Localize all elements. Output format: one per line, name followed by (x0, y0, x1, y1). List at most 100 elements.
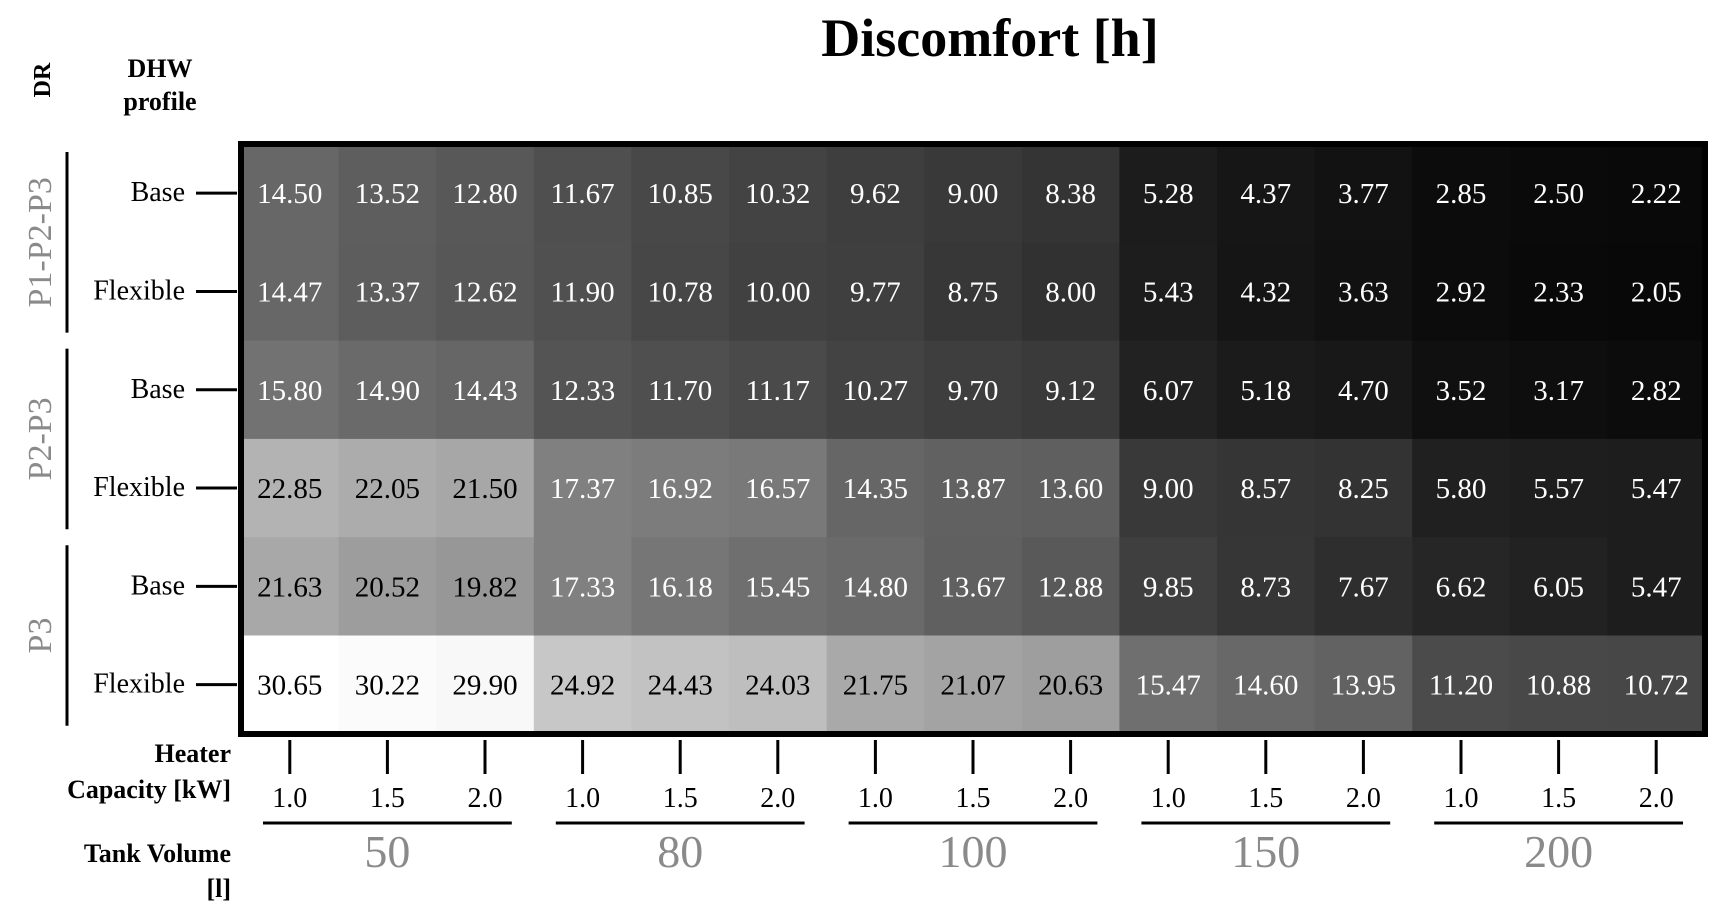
profile-label: Base (131, 570, 185, 601)
heatmap-cell (338, 537, 437, 637)
cell-value-label: 2.50 (1533, 178, 1584, 210)
heatmap-cell (338, 438, 437, 538)
cell-value-label: 11.67 (551, 178, 615, 210)
heatmap-cell (436, 438, 535, 538)
tank-volume-label: 150 (1231, 826, 1300, 877)
heatmap-cell (436, 242, 535, 342)
cell-value-label: 10.78 (648, 276, 713, 308)
heatmap-cell (1217, 438, 1316, 538)
capacity-tick-label: 1.5 (1541, 783, 1576, 814)
cell-value-label: 30.65 (257, 670, 322, 702)
heatmap-cell (436, 635, 535, 735)
heatmap-cell (729, 635, 828, 735)
tank-volume-label: 80 (657, 826, 703, 877)
heatmap-frame (238, 141, 1708, 737)
heatmap-cell (1119, 340, 1218, 440)
capacity-tick-label: 2.0 (1346, 783, 1381, 814)
heatmap-cell (436, 537, 535, 637)
cell-value-label: 13.37 (355, 276, 420, 308)
profile-label: Base (131, 177, 185, 208)
heatmap-cell (533, 438, 632, 538)
heatmap-cell (1119, 144, 1218, 243)
cell-value-label: 9.70 (948, 375, 999, 407)
cell-value-label: 20.52 (355, 571, 420, 603)
heatmap-cell (1509, 438, 1608, 538)
cell-value-label: 5.28 (1143, 178, 1194, 210)
cell-value-label: 7.67 (1338, 571, 1389, 603)
heatmap-cell (1607, 144, 1706, 243)
cell-value-label: 2.33 (1533, 276, 1584, 308)
cell-value-label: 10.72 (1624, 670, 1689, 702)
capacity-header: Heater Capacity [kW] (67, 739, 231, 804)
cell-value-label: 21.75 (843, 670, 908, 702)
heatmap-cell (1412, 144, 1511, 243)
dr-group-label: P3 (22, 618, 59, 654)
heatmap-cell (1314, 340, 1413, 440)
capacity-tick-label: 2.0 (760, 783, 795, 814)
heatmap-cell (241, 537, 340, 637)
heatmap-cell (1509, 635, 1608, 735)
heatmap-cell (826, 144, 925, 243)
profile-header-line: profile (123, 87, 196, 116)
heatmap-cell (826, 340, 925, 440)
capacity-tick-label: 1.5 (663, 783, 698, 814)
cell-value-label: 8.00 (1045, 276, 1096, 308)
heatmap-cell (1607, 340, 1706, 440)
heatmap-cell (1607, 537, 1706, 637)
heatmap-cell (1021, 340, 1120, 440)
heatmap-cell (631, 537, 730, 637)
cell-value-label: 12.80 (452, 178, 517, 210)
tank-volume-label: 200 (1524, 826, 1593, 877)
volume-header-line: Tank Volume (84, 839, 231, 868)
cell-value-label: 5.80 (1436, 473, 1487, 505)
volume-header-line: [l] (206, 874, 231, 903)
heatmap-cell (924, 635, 1023, 735)
cell-value-label: 13.60 (1038, 473, 1103, 505)
cell-value-label: 13.95 (1331, 670, 1396, 702)
cell-value-label: 24.43 (648, 670, 713, 702)
cell-value-label: 21.63 (257, 571, 322, 603)
heatmap-cell (1314, 438, 1413, 538)
cell-value-label: 14.60 (1233, 670, 1298, 702)
heatmap-cell (241, 242, 340, 342)
heatmap-cell (338, 340, 437, 440)
heatmap-cell (338, 242, 437, 342)
capacity-tick-label: 1.0 (272, 783, 307, 814)
cell-value-label: 15.47 (1136, 670, 1201, 702)
cell-value-label: 24.92 (550, 670, 615, 702)
heatmap-cell (1412, 635, 1511, 735)
cell-value-label: 5.47 (1631, 473, 1682, 505)
cell-value-label: 8.25 (1338, 473, 1389, 505)
profile-header: DHW profile (123, 54, 196, 116)
cell-value-label: 21.07 (940, 670, 1005, 702)
heatmap-cell (1607, 242, 1706, 342)
heatmap-cell (436, 340, 535, 440)
cell-value-label: 17.33 (550, 571, 615, 603)
heatmap-cell (631, 438, 730, 538)
capacity-header-line: Capacity [kW] (67, 775, 231, 804)
cell-value-label: 14.50 (257, 178, 322, 210)
cell-value-label: 14.35 (843, 473, 908, 505)
column-axis: 1.0 1.5 2.0 1.0 1.5 2.0 1.0 1.5 2.0 1.0 1.5 2.0 1.0 1… (263, 740, 1683, 877)
heatmap-cell (1119, 635, 1218, 735)
dr-header: DR (30, 62, 56, 97)
cell-value-label: 16.92 (648, 473, 713, 505)
heatmap-cell (729, 438, 828, 538)
cell-value-label: 11.17 (746, 375, 810, 407)
capacity-tick-label: 1.0 (565, 783, 600, 814)
cell-value-label: 9.00 (948, 178, 999, 210)
cell-value-label: 20.63 (1038, 670, 1103, 702)
cell-value-label: 21.50 (452, 473, 517, 505)
heatmap-cells: 14.50 13.52 12.80 11.67 10.85 10.32 9.62 9.00 8.… (241, 144, 1706, 735)
heatmap-cell (1314, 635, 1413, 735)
cell-value-label: 4.70 (1338, 375, 1389, 407)
heatmap-cell (1021, 537, 1120, 637)
cell-value-label: 3.63 (1338, 276, 1389, 308)
heatmap-cell (1314, 537, 1413, 637)
heatmap-cell (826, 635, 925, 735)
cell-value-label: 2.05 (1631, 276, 1682, 308)
capacity-tick-label: 2.0 (468, 783, 503, 814)
heatmap-cell (1021, 144, 1120, 243)
heatmap-cell (1021, 438, 1120, 538)
row-labels: Base Flexible Base Flexible Base Flexible (93, 177, 237, 700)
